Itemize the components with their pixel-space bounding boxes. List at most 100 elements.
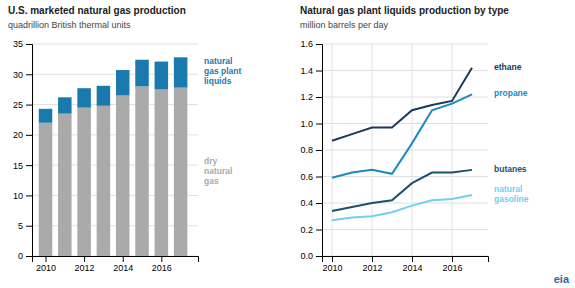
series-label: naturalgas plantliquids [204, 57, 241, 87]
x-tick-mark [372, 256, 373, 262]
y-tick: 0 [18, 251, 32, 261]
x-tick-mark [332, 256, 333, 262]
series-label: butanes [494, 164, 527, 174]
bar-segment [97, 86, 111, 106]
series-line [332, 195, 472, 220]
x-tick: 2014 [113, 256, 133, 273]
y-tick-mark [316, 203, 322, 204]
y-tick-label: 1.0 [300, 119, 313, 129]
grid-line-x [332, 44, 333, 256]
y-tick: 15 [13, 161, 32, 171]
x-tick-label: 2014 [402, 263, 422, 273]
x-tick-mark [123, 256, 124, 262]
x-tick-label: 2012 [362, 263, 382, 273]
y-tick: 30 [13, 70, 32, 80]
y-tick-mark [316, 97, 322, 98]
series-label-line: butanes [494, 164, 527, 174]
annotation: eia [554, 273, 570, 285]
bar-segment [155, 89, 169, 256]
x-tick-mark [412, 256, 413, 262]
x-tick-mark [46, 256, 47, 262]
bar-segment [116, 95, 130, 256]
y-tick-mark [316, 71, 322, 72]
y-tick: 1.0 [300, 119, 322, 129]
series-label-line: propane [494, 89, 528, 99]
y-tick-mark [26, 195, 32, 196]
x-tick-label: 2014 [113, 263, 133, 273]
chart-panel: U.S. marketed natural gas productionquad… [8, 5, 241, 273]
bar-segment [39, 123, 53, 256]
bar-segment [174, 88, 188, 256]
grid-line-x [452, 44, 453, 256]
series-line [332, 170, 472, 211]
y-tick-label: 1.2 [300, 92, 313, 102]
y-tick-mark [26, 165, 32, 166]
grid-line-y [322, 70, 488, 71]
x-axis-line [33, 257, 199, 263]
series-label-line: gas plant [204, 67, 241, 77]
grid [322, 44, 488, 256]
grid-line-y [32, 74, 198, 75]
x-tick-label: 2016 [152, 263, 172, 273]
y-tick-mark [26, 105, 32, 106]
grid-line-x [412, 44, 413, 256]
x-axis: 2010 2012 2014 2016 [322, 256, 488, 273]
x-axis-line [323, 257, 489, 263]
series-label-line: gas [204, 176, 219, 186]
series-label-line: natural [204, 57, 232, 67]
y-tick-label: 35 [13, 39, 23, 49]
y-tick-label: 0.2 [300, 225, 313, 235]
y-tick-mark [316, 44, 322, 45]
grid-line-y [322, 176, 488, 177]
marks [39, 57, 188, 256]
y-axis: 0.00.20.40.60.81.01.21.41.6 [300, 39, 322, 261]
x-tick: 2010 [36, 256, 56, 273]
grid [32, 44, 198, 256]
y-tick-mark [26, 44, 32, 45]
grid-line-y [322, 150, 488, 151]
y-tick-mark [316, 256, 322, 257]
grid-line-y [32, 134, 198, 135]
x-tick: 2016 [152, 256, 172, 273]
bar-segment [155, 62, 169, 90]
x-tick: 2016 [442, 256, 462, 273]
y-tick: 5 [18, 221, 32, 231]
y-tick-mark [26, 226, 32, 227]
series-line [332, 94, 472, 177]
chart-panel: Natural gas plant liquids production by … [300, 5, 570, 285]
y-axis-line [316, 45, 323, 257]
marks [332, 68, 472, 220]
y-tick-mark [316, 150, 322, 151]
bar-segment [174, 57, 188, 87]
grid-line-y [32, 225, 198, 226]
x-tick-mark [84, 256, 85, 262]
y-tick: 1.4 [300, 66, 322, 76]
bar-segment [135, 86, 149, 256]
y-tick-label: 5 [18, 221, 23, 231]
y-tick: 10 [13, 191, 32, 201]
x-tick-label: 2016 [442, 263, 462, 273]
series-label: naturalgasoline [494, 184, 529, 204]
grid-line-y [322, 44, 488, 45]
y-tick: 0.2 [300, 225, 322, 235]
series-label-line: natural [204, 166, 232, 176]
y-tick-mark [316, 177, 322, 178]
y-axis: 05101520253035 [13, 39, 33, 261]
bar-segment [58, 97, 72, 113]
chart-subtitle: quadrillion British thermal units [8, 20, 131, 30]
chart-title: Natural gas plant liquids production by … [300, 5, 509, 16]
y-tick-label: 0.6 [300, 172, 313, 182]
y-tick: 0.4 [300, 198, 322, 208]
grid-line-x [372, 44, 373, 256]
x-tick: 2014 [402, 256, 422, 273]
series-label-line: ethane [494, 62, 522, 72]
series-label: ethane [494, 62, 522, 72]
bar-segment [97, 106, 111, 256]
y-tick: 25 [13, 100, 32, 110]
y-tick-label: 10 [13, 191, 23, 201]
x-tick: 2010 [322, 256, 342, 273]
x-tick-mark [452, 256, 453, 262]
y-tick-label: 0 [18, 251, 23, 261]
bar-segment [116, 70, 130, 95]
y-tick-mark [316, 124, 322, 125]
